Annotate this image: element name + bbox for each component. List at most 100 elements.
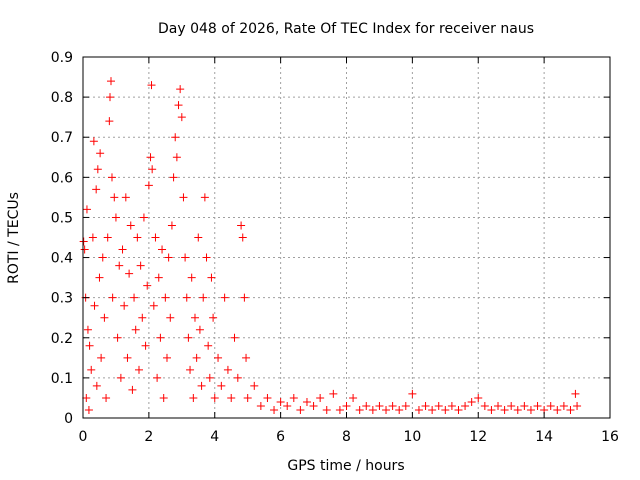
data-point [162, 353, 171, 362]
data-point [474, 393, 483, 402]
data-point [513, 405, 522, 414]
y-axis-label: ROTI / TECUs [6, 192, 22, 284]
x-tick-label: 16 [601, 429, 619, 445]
data-point [204, 341, 213, 350]
y-tick-label: 0.3 [51, 291, 73, 307]
data-point [395, 405, 404, 414]
data-point [136, 261, 145, 270]
data-point [202, 253, 211, 262]
data-point [138, 313, 147, 322]
data-point [159, 393, 168, 402]
data-point [190, 313, 199, 322]
data-point [151, 233, 160, 242]
data-point [169, 173, 178, 182]
ticks-layer [82, 56, 611, 419]
data-point [106, 93, 115, 102]
data-point [329, 389, 338, 398]
data-point [108, 293, 117, 302]
data-point [209, 313, 218, 322]
data-point [242, 353, 251, 362]
data-point [186, 365, 195, 374]
data-point [526, 405, 535, 414]
data-point [164, 253, 173, 262]
data-point [80, 245, 89, 254]
data-point [533, 401, 542, 410]
y-tick-label: 0.6 [51, 170, 73, 186]
y-tick-label: 0.9 [51, 50, 73, 66]
data-point [171, 133, 180, 142]
data-point [97, 353, 106, 362]
data-point [153, 373, 162, 382]
data-point [322, 405, 331, 414]
data-point [192, 353, 201, 362]
data-point [116, 373, 125, 382]
data-point [111, 213, 120, 222]
data-point [520, 401, 529, 410]
data-point [289, 393, 298, 402]
data-point [441, 405, 450, 414]
x-tick-label: 6 [276, 429, 285, 445]
data-point [161, 293, 170, 302]
x-tick-label: 12 [469, 429, 487, 445]
data-point [447, 401, 456, 410]
data-point [349, 393, 358, 402]
data-point [309, 401, 318, 410]
data-point [187, 273, 196, 282]
data-point [487, 405, 496, 414]
data-point [172, 153, 181, 162]
data-point [414, 405, 423, 414]
data-point [461, 401, 470, 410]
data-point [217, 381, 226, 390]
data-point [375, 401, 384, 410]
data-point [207, 273, 216, 282]
data-point [195, 325, 204, 334]
data-point [139, 213, 148, 222]
data-point [571, 389, 580, 398]
data-point [238, 233, 247, 242]
data-point [156, 333, 165, 342]
data-point [131, 325, 140, 334]
data-point [480, 401, 489, 410]
data-point [243, 393, 252, 402]
y-tick-label: 0.7 [51, 130, 73, 146]
data-point [210, 393, 219, 402]
data-point [181, 253, 190, 262]
x-tick-label: 0 [79, 429, 88, 445]
data-point [454, 405, 463, 414]
data-point [355, 405, 364, 414]
data-point [316, 393, 325, 402]
data-point [240, 293, 249, 302]
data-point [223, 365, 232, 374]
data-point [158, 245, 167, 254]
y-tick-label: 0 [64, 411, 73, 427]
data-point [103, 233, 112, 242]
data-point [573, 401, 582, 410]
data-point [95, 273, 104, 282]
data-point [83, 325, 92, 334]
data-point [500, 405, 509, 414]
data-point [120, 301, 129, 310]
data-point [197, 381, 206, 390]
data-point [467, 397, 476, 406]
data-point [546, 401, 555, 410]
data-point [283, 401, 292, 410]
data-point [408, 389, 417, 398]
data-point [342, 401, 351, 410]
data-point [98, 253, 107, 262]
data-point [220, 293, 229, 302]
data-point [88, 233, 97, 242]
data-point [182, 293, 191, 302]
y-tick-label: 0.1 [51, 371, 73, 387]
data-point [106, 77, 115, 86]
data-point [87, 365, 96, 374]
data-point [256, 401, 265, 410]
data-point [96, 149, 105, 158]
x-tick-label: 10 [403, 429, 421, 445]
x-tick-label: 14 [535, 429, 553, 445]
data-point [90, 301, 99, 310]
y-tick-label: 0.2 [51, 331, 73, 347]
data-point [148, 165, 157, 174]
data-point [166, 313, 175, 322]
data-point [118, 245, 127, 254]
data-point [233, 373, 242, 382]
